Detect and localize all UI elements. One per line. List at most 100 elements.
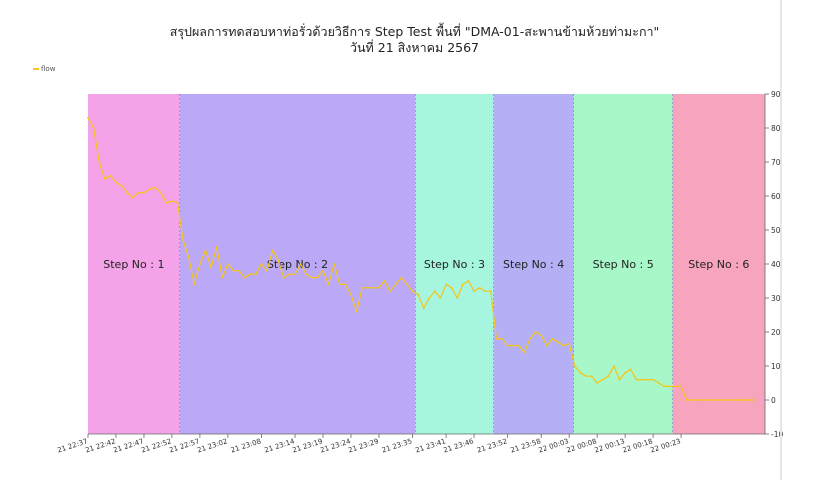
- data-point-flow: [372, 286, 375, 289]
- y-tick-label: 0: [771, 396, 776, 405]
- step-band-4: [493, 94, 574, 434]
- step-label-3: Step No : 3: [424, 258, 485, 271]
- data-point-flow: [115, 181, 117, 184]
- data-point-flow: [294, 273, 296, 276]
- data-point-flow: [238, 269, 240, 272]
- data-point-flow: [601, 378, 604, 381]
- y-tick-label: 50: [771, 226, 781, 235]
- data-point-flow: [338, 283, 341, 286]
- data-point-flow: [366, 286, 369, 289]
- chart-subtitle: วันที่ 21 สิงหาคม 2567: [349, 40, 480, 55]
- data-point-flow: [305, 273, 308, 276]
- data-point-flow: [316, 276, 319, 279]
- data-point-flow: [422, 307, 425, 310]
- x-tick-label: 21 23:58: [510, 437, 542, 454]
- data-point-flow: [752, 399, 755, 401]
- data-point-flow: [282, 276, 285, 279]
- data-point-flow: [495, 337, 498, 340]
- x-tick-label: 21 22:37: [56, 437, 88, 454]
- data-point-flow: [540, 334, 543, 337]
- data-point-flow: [473, 290, 475, 293]
- data-point-flow: [573, 365, 576, 367]
- x-tick-label: 21 22:47: [112, 437, 144, 454]
- data-point-flow: [254, 273, 257, 276]
- data-point-flow: [210, 266, 212, 269]
- legend-swatch-flow: [33, 68, 39, 70]
- data-point-flow: [445, 283, 447, 286]
- x-tick-label: 21 23:08: [230, 437, 262, 454]
- x-tick-label: 21 22:57: [168, 437, 200, 454]
- x-tick-label: 21 23:19: [291, 437, 323, 454]
- data-point-flow: [394, 283, 397, 286]
- data-point-flow: [221, 276, 224, 279]
- step-label-5: Step No : 5: [593, 258, 654, 271]
- data-point-flow: [204, 249, 207, 252]
- x-tick-label: 21 23:46: [442, 437, 475, 454]
- data-point-flow: [652, 378, 654, 381]
- data-point-flow: [266, 269, 268, 272]
- x-tick-label: 21 23:24: [319, 437, 352, 454]
- data-point-flow: [98, 161, 101, 163]
- chart-title: สรุปผลการทดสอบหาท่อรั่วด้วยวิธีการ Step …: [169, 24, 660, 39]
- series-line-flow: [87, 117, 754, 401]
- data-point-flow: [187, 256, 190, 259]
- data-point-flow: [456, 297, 459, 299]
- data-point-flow: [512, 344, 515, 347]
- chart-legend: flow: [33, 65, 55, 73]
- data-point-flow: [215, 246, 218, 248]
- step-band-6: [672, 94, 765, 434]
- data-point-flow: [702, 399, 705, 401]
- y-tick-label: 20: [771, 328, 781, 337]
- data-point-flow: [635, 378, 638, 381]
- data-point-flow: [624, 371, 627, 374]
- data-point-flow: [590, 375, 593, 378]
- data-point-flow: [685, 399, 688, 401]
- data-point-flow: [741, 399, 744, 401]
- step-label-1: Step No : 1: [103, 258, 164, 271]
- data-point-flow: [389, 290, 392, 293]
- y-tick-label: 30: [771, 294, 781, 303]
- data-point-flow: [713, 399, 716, 401]
- step-band-2: [179, 94, 416, 434]
- data-point-flow: [148, 188, 151, 191]
- data-point-flow: [506, 344, 509, 347]
- data-point-flow: [383, 280, 386, 282]
- data-point-flow: [271, 249, 274, 252]
- data-point-flow: [607, 375, 610, 378]
- data-point-flow: [450, 286, 453, 289]
- data-point-flow: [489, 290, 492, 293]
- data-point-flow: [171, 200, 173, 203]
- data-point-flow: [310, 276, 313, 279]
- x-tick-label: 21 23:35: [381, 437, 413, 454]
- y-tick-label: 80: [771, 124, 781, 133]
- data-point-flow: [484, 290, 487, 293]
- data-point-flow: [361, 286, 364, 289]
- data-point-flow: [400, 276, 403, 279]
- data-point-flow: [143, 191, 145, 194]
- x-tick-label: 21 23:29: [347, 437, 379, 454]
- data-point-flow: [417, 293, 420, 296]
- data-point-flow: [182, 239, 185, 242]
- step-label-6: Step No : 6: [688, 258, 749, 271]
- data-point-flow: [350, 293, 352, 296]
- data-point-flow: [668, 385, 671, 388]
- data-point-flow: [120, 184, 123, 187]
- data-point-flow: [629, 368, 632, 371]
- x-tick-label: 21 23:14: [263, 437, 296, 454]
- data-point-flow: [165, 201, 168, 204]
- data-point-flow: [243, 276, 246, 279]
- data-point-flow: [618, 378, 621, 381]
- y-tick-label: 90: [771, 90, 781, 99]
- data-point-flow: [579, 371, 582, 374]
- data-point-flow: [193, 283, 196, 286]
- x-tick-label: 21 22:52: [140, 437, 172, 454]
- data-point-flow: [523, 351, 526, 354]
- step-label-4: Step No : 4: [503, 258, 564, 271]
- y-tick-label: -10: [771, 430, 783, 439]
- step-band-1: [88, 94, 180, 434]
- x-tick-label: 22 00:18: [621, 437, 653, 454]
- x-tick-label: 22 00:13: [593, 437, 625, 454]
- data-point-flow: [87, 116, 89, 119]
- data-point-flow: [327, 283, 330, 286]
